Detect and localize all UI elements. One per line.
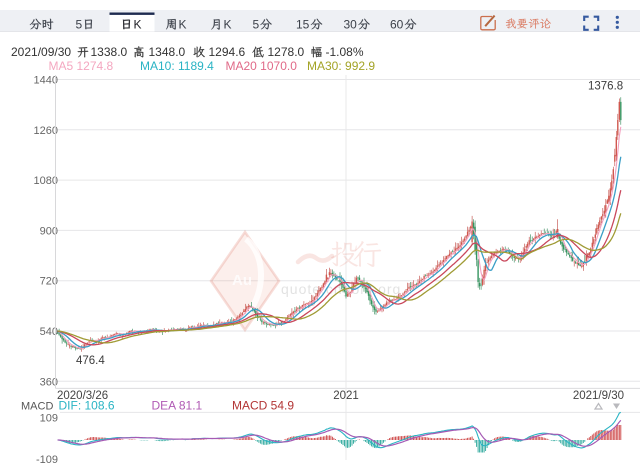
- svg-text:30: 30: [344, 17, 358, 31]
- svg-text:MACD 54.9: MACD 54.9: [232, 399, 294, 413]
- svg-text:MA30: 992.9: MA30: 992.9: [307, 59, 375, 73]
- svg-text:720: 720: [40, 276, 58, 288]
- svg-text:K: K: [224, 17, 232, 31]
- svg-text:1294.6: 1294.6: [209, 45, 246, 59]
- svg-text:2021/09/30: 2021/09/30: [11, 45, 71, 59]
- svg-text:1080: 1080: [34, 175, 58, 187]
- svg-text:476.4: 476.4: [76, 355, 105, 367]
- svg-text:1260: 1260: [34, 125, 58, 137]
- svg-text:15: 15: [296, 17, 310, 31]
- svg-text:K: K: [134, 17, 142, 31]
- svg-text:MA20 1070.0: MA20 1070.0: [226, 59, 298, 73]
- svg-text:1376.8: 1376.8: [588, 81, 623, 93]
- svg-text:5: 5: [76, 17, 83, 31]
- svg-text:K: K: [179, 17, 187, 31]
- svg-text:109: 109: [40, 413, 58, 425]
- svg-text:1338.0: 1338.0: [91, 45, 128, 59]
- svg-text:2021: 2021: [333, 390, 359, 402]
- svg-text:MA5 1274.8: MA5 1274.8: [49, 59, 114, 73]
- svg-text:5: 5: [253, 17, 260, 31]
- svg-text:900: 900: [40, 225, 58, 237]
- svg-text:2020/3/26: 2020/3/26: [57, 390, 108, 402]
- svg-text:60: 60: [390, 17, 404, 31]
- svg-text:1278.0: 1278.0: [268, 45, 305, 59]
- svg-text:-109: -109: [36, 454, 58, 463]
- svg-text:DIF: 108.6: DIF: 108.6: [59, 399, 115, 413]
- svg-text:2021/9/30: 2021/9/30: [573, 390, 624, 402]
- svg-text:Au: Au: [232, 272, 252, 289]
- svg-text:540: 540: [40, 326, 58, 338]
- svg-text:360: 360: [40, 376, 58, 388]
- svg-text:1348.0: 1348.0: [149, 45, 186, 59]
- svg-text:-1.08%: -1.08%: [326, 45, 364, 59]
- svg-text:MACD: MACD: [21, 401, 53, 413]
- svg-text:DEA 81.1: DEA 81.1: [152, 399, 203, 413]
- svg-text:MA10: 1189.4: MA10: 1189.4: [140, 59, 214, 73]
- svg-text:1440: 1440: [34, 75, 58, 87]
